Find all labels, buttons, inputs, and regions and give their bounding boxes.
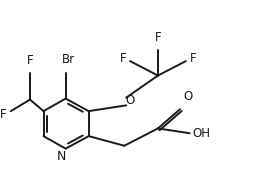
Text: F: F: [155, 31, 161, 44]
Text: F: F: [190, 52, 196, 65]
Text: Br: Br: [62, 53, 75, 66]
Text: O: O: [125, 94, 135, 107]
Text: OH: OH: [193, 127, 211, 140]
Text: N: N: [57, 150, 66, 163]
Text: F: F: [27, 54, 33, 67]
Text: F: F: [120, 52, 126, 65]
Text: O: O: [183, 90, 192, 103]
Text: F: F: [0, 108, 7, 121]
